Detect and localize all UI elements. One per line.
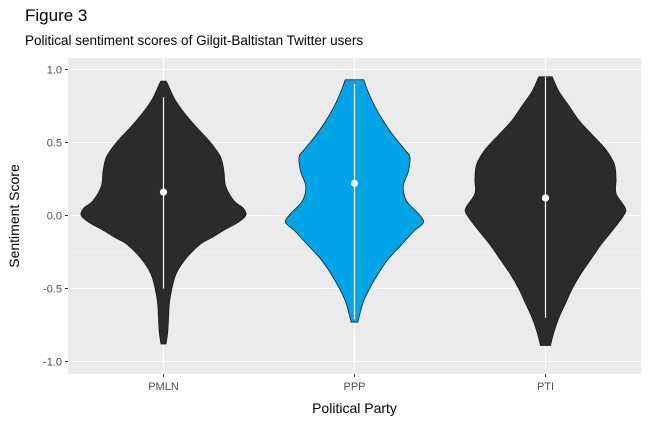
x-axis-title: Political Party [312,400,397,416]
y-tick-label: -1.0 [43,357,62,369]
violins [80,76,627,346]
x-tick-label: PTI [537,381,554,393]
x-tick-label: PMLN [148,381,179,393]
figure-subtitle: Political sentiment scores of Gilgit-Bal… [25,33,364,48]
y-tick-label: 0.5 [47,138,62,150]
figure-title: Figure 3 [25,6,88,25]
mean-point-ppp [350,179,359,187]
y-tick-label: 1.0 [47,65,62,77]
y-tick-label: -0.5 [43,284,62,296]
y-axis: -1.0 -0.5 0.0 0.5 1.0 [43,65,68,369]
y-tick-label: 0.0 [47,211,62,223]
y-axis-title: Sentiment Score [6,164,22,268]
mean-point-pmln [159,188,168,196]
x-tick-label: PPP [343,381,365,393]
mean-point-pti [541,194,550,202]
x-axis: PMLN PPP PTI [148,374,554,393]
